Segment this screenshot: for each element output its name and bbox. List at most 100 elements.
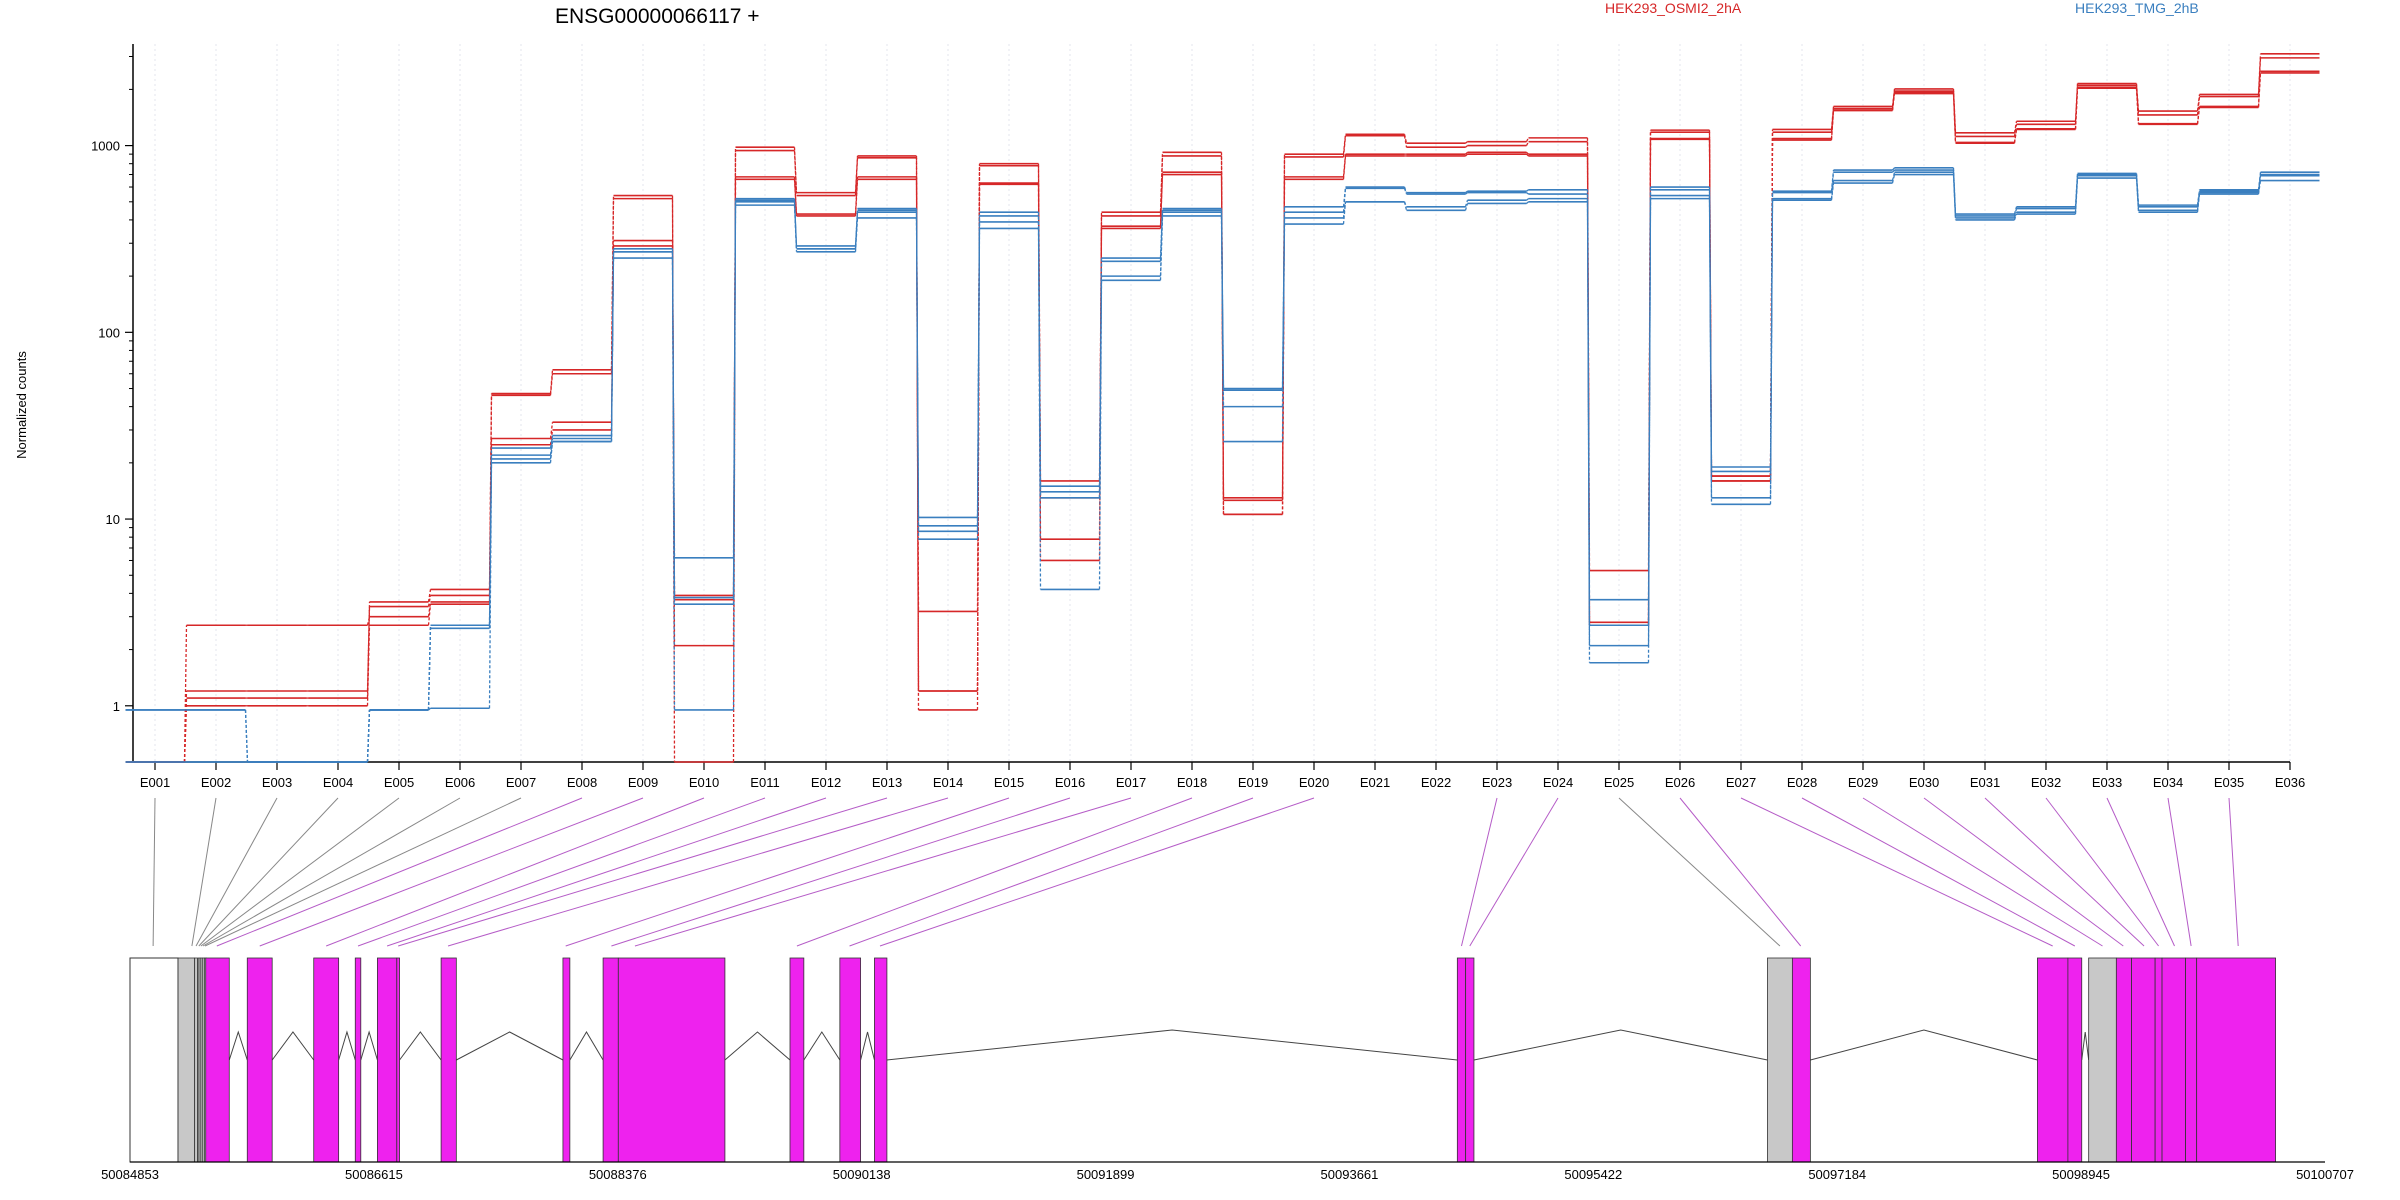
series-connector [2013, 129, 2018, 144]
series-connector [671, 251, 676, 598]
exon-block [617, 957, 726, 1163]
exon-link [398, 797, 888, 947]
series-connector [2013, 208, 2018, 217]
exon-link [879, 797, 1315, 947]
exon-label: E016 [1055, 775, 1085, 790]
exon-label: E018 [1177, 775, 1207, 790]
exon-block [2154, 957, 2163, 1163]
y-tick-label: 100 [98, 325, 120, 340]
intron-line [1473, 1029, 1768, 1061]
series-connector [1892, 167, 1895, 171]
exon-label: E012 [811, 775, 841, 790]
series-connector [793, 150, 798, 196]
series-connector [1342, 154, 1347, 177]
series-connector [915, 210, 920, 518]
series-connector [976, 215, 981, 526]
series-connector [1526, 192, 1529, 195]
y-tick-label: 10 [106, 512, 120, 527]
series-connector [2196, 106, 2201, 124]
series-connector [2196, 189, 2201, 206]
series-connector [1769, 191, 1774, 472]
series-connector [1342, 134, 1347, 155]
exon-link [195, 797, 278, 947]
intron-line [860, 1031, 875, 1061]
exon-link [326, 797, 705, 947]
exon-link [1460, 797, 1498, 947]
exon-block [2196, 957, 2276, 1163]
series-connector [1037, 212, 1042, 487]
series-connector [1281, 212, 1286, 389]
exon-label: E008 [567, 775, 597, 790]
series-connector [1098, 258, 1103, 487]
series-connector [2013, 206, 2018, 215]
series-connector [1526, 198, 1529, 201]
genomic-coordinate-axis: 50084853 50086615 50088376 50090138 50091899… [101, 1161, 2354, 1182]
exon-label: E030 [1909, 775, 1939, 790]
exon-block [205, 957, 230, 1163]
series-connector [1526, 153, 1529, 157]
coordinate-label: 50098945 [2052, 1167, 2110, 1182]
exon-link [152, 797, 156, 947]
exon-link [204, 797, 522, 947]
exon-link [1469, 797, 1559, 947]
series-connector [2074, 83, 2079, 122]
exon-label: E020 [1299, 775, 1329, 790]
exon-block [2037, 957, 2069, 1163]
exon-link [565, 797, 1010, 947]
series-connector [1220, 208, 1225, 391]
exon-block [246, 957, 273, 1163]
exon-label: E015 [994, 775, 1024, 790]
series-connector [488, 458, 493, 626]
exon-link [2045, 797, 2159, 947]
coordinate-label: 50091899 [1077, 1167, 1135, 1182]
series-connector [2196, 107, 2201, 125]
exon-link [1862, 797, 2103, 947]
series-connector [1891, 92, 1896, 111]
exon-block [354, 957, 362, 1163]
exon-block [2131, 957, 2156, 1163]
series-connector [2135, 88, 2140, 125]
series-connector [366, 625, 371, 706]
series-connector [549, 373, 554, 396]
series-connector [549, 441, 554, 459]
exon-label: E013 [872, 775, 902, 790]
series-connector [1526, 201, 1529, 204]
intron-line [803, 1031, 841, 1061]
y-tick-label: 1 [113, 699, 120, 714]
coordinate-label: 50097184 [1808, 1167, 1866, 1182]
intron-line [1810, 1029, 2038, 1061]
exon-label: E024 [1543, 775, 1573, 790]
exon-label: E003 [262, 775, 292, 790]
series-connector [793, 176, 798, 215]
coordinate-label: 50088376 [589, 1167, 647, 1182]
coordinate-label: 50086615 [345, 1167, 403, 1182]
series-connector [2013, 211, 2018, 219]
series-connector [1464, 200, 1469, 208]
exon-label: E011 [750, 775, 779, 790]
exon-link [198, 797, 339, 947]
series-connector [1159, 208, 1164, 259]
series-connector [1465, 153, 1468, 157]
series-connector [1342, 186, 1347, 207]
series-connector [793, 179, 798, 216]
series-connector [549, 435, 554, 449]
exon-block [839, 957, 862, 1163]
exon-block [1791, 957, 1811, 1163]
exon-link [1740, 797, 2053, 947]
series-connector [2074, 88, 2079, 130]
series-connector [549, 422, 554, 439]
exon-label: E019 [1238, 775, 1268, 790]
series-connector [2196, 192, 2201, 211]
series-connector [1465, 151, 1468, 155]
series-connector [183, 705, 188, 763]
y-axis: 1 10 100 1000 [91, 44, 134, 762]
series-connector [854, 155, 859, 193]
series-connector [2196, 194, 2201, 213]
intron-line [360, 1030, 378, 1061]
series-connector [2013, 213, 2018, 221]
series-connector [427, 595, 432, 607]
series-connector [610, 251, 615, 442]
series-connector [1465, 192, 1468, 195]
intron-line [228, 1030, 248, 1061]
